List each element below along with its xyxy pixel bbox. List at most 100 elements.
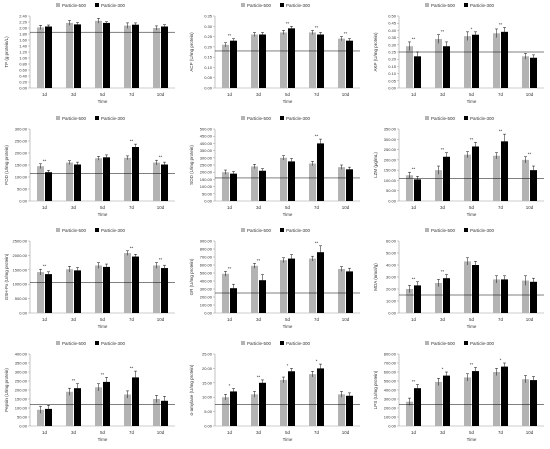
- legend-swatch-particle-500: [425, 228, 429, 232]
- bar-particle-500: [66, 162, 73, 201]
- x-axis-label: Time: [467, 324, 477, 329]
- chart-panel: Particle-500 Particle-300 0.00 100.00 200.00…: [189, 228, 360, 329]
- legend-label-particle-500: Particle-500: [431, 3, 456, 8]
- x-tick-label: 5d: [469, 430, 475, 435]
- x-tick-label: 10d: [342, 92, 350, 97]
- chart-panel: Particle-500 Particle-300 0.00 50.00 100.00 1…: [189, 116, 360, 217]
- y-tick-label: 0.60: [19, 68, 28, 73]
- legend: Particle-500 Particle-300: [241, 3, 311, 8]
- significance-mark: **: [470, 362, 474, 367]
- y-axis-label: SOD (U/mg protein): [189, 145, 194, 185]
- bar-particle-500: [95, 265, 102, 313]
- bar-particle-500: [222, 273, 229, 313]
- y-tick-label: 400.00: [15, 352, 28, 357]
- legend-label-particle-300: Particle-300: [470, 341, 495, 346]
- significance-mark: **: [441, 29, 445, 34]
- x-axis-label: Time: [283, 99, 293, 104]
- bar-particle-500: [66, 269, 73, 313]
- significance-mark: **: [441, 269, 445, 274]
- bar-particle-300: [443, 375, 450, 426]
- significance-mark: **: [528, 151, 532, 156]
- bar-particle-500: [280, 260, 287, 313]
- bar-particle-500: [37, 27, 44, 88]
- x-tick-label: 7d: [129, 205, 135, 210]
- bar-particle-500: [280, 379, 287, 426]
- bar-particle-300: [259, 34, 266, 88]
- x-tick-label: 10d: [157, 430, 165, 435]
- x-tick-label: 3d: [71, 317, 77, 322]
- y-tick-label: 60.00: [386, 239, 397, 244]
- bar-particle-300: [472, 146, 479, 201]
- legend-label-particle-500: Particle-500: [247, 3, 272, 8]
- legend-swatch-particle-300: [464, 228, 468, 232]
- bar-particle-300: [103, 157, 110, 201]
- significance-mark: **: [130, 139, 134, 144]
- y-tick-label: 800.00: [384, 352, 397, 357]
- y-tick-label: 250.00: [15, 139, 28, 144]
- legend-swatch-particle-500: [241, 3, 245, 7]
- x-tick-label: 7d: [314, 430, 320, 435]
- bar-particle-500: [338, 38, 345, 88]
- y-axis-label: GSH-Px (U/mg protein): [4, 253, 9, 300]
- bar-particle-300: [501, 31, 508, 88]
- x-tick-label: 10d: [526, 92, 534, 97]
- legend-label-particle-300: Particle-300: [101, 116, 126, 121]
- bar-particle-500: [338, 269, 345, 313]
- bar-particle-500: [95, 387, 102, 426]
- x-tick-label: 1d: [227, 92, 233, 97]
- y-tick-label: 0.00: [19, 86, 28, 91]
- bar-particle-300: [414, 285, 421, 313]
- y-axis-label: LZM (μg/mL): [373, 152, 378, 178]
- legend-label-particle-500: Particle-500: [247, 341, 272, 346]
- bar-particle-500: [435, 170, 442, 201]
- x-axis-label: Time: [283, 212, 293, 217]
- legend-swatch-particle-500: [56, 3, 60, 7]
- significance-mark: **: [470, 137, 474, 142]
- x-tick-label: 10d: [526, 205, 534, 210]
- x-tick-label: 7d: [129, 430, 135, 435]
- bar-particle-300: [346, 395, 353, 426]
- x-tick-label: 1d: [411, 317, 417, 322]
- significance-mark: **: [130, 245, 134, 250]
- significance-mark: *: [442, 367, 444, 372]
- x-tick-label: 3d: [71, 92, 77, 97]
- y-tick-label: 150.00: [200, 177, 213, 182]
- y-axis-label: ACP (U/mg protein): [189, 32, 194, 72]
- chart-panel: Particle-500 Particle-300 0.00 50.00 100.00 1…: [4, 341, 175, 442]
- significance-mark: **: [412, 36, 416, 41]
- bar-particle-300: [317, 34, 324, 88]
- legend: Particle-500 Particle-300: [56, 341, 126, 346]
- bar-particle-300: [443, 156, 450, 201]
- bar-particle-300: [230, 391, 237, 426]
- bar-particle-500: [309, 163, 316, 201]
- y-tick-label: 25.00: [202, 352, 213, 357]
- y-tick-label: 300.00: [384, 397, 397, 402]
- bar-particle-500: [309, 374, 316, 426]
- y-tick-label: 0.20: [204, 44, 213, 49]
- bar-particle-500: [406, 289, 413, 313]
- bar-particle-300: [132, 256, 139, 313]
- bar-particle-300: [414, 179, 421, 201]
- bar-particle-300: [103, 266, 110, 313]
- legend-label-particle-300: Particle-300: [286, 116, 311, 121]
- legend-swatch-particle-500: [241, 341, 245, 345]
- legend: Particle-500 Particle-300: [425, 228, 495, 233]
- y-tick-label: 2.40: [19, 14, 28, 19]
- y-tick-label: 350.00: [384, 127, 397, 132]
- bar-particle-300: [346, 271, 353, 313]
- chart-panel: Particle-500 Particle-300 0.00 100.00 200.00…: [373, 341, 544, 442]
- x-tick-label: 5d: [469, 205, 475, 210]
- bar-particle-300: [443, 46, 450, 88]
- bar-particle-300: [501, 279, 508, 313]
- significance-mark: **: [412, 379, 416, 384]
- x-tick-label: 3d: [256, 205, 262, 210]
- significance-mark: **: [499, 22, 503, 27]
- x-tick-label: 3d: [71, 205, 77, 210]
- y-tick-label: 50.00: [17, 187, 28, 192]
- significance-mark: **: [286, 21, 290, 26]
- y-tick-label: 40.00: [386, 263, 397, 268]
- bar-particle-300: [530, 170, 537, 201]
- y-tick-label: 300.00: [200, 287, 213, 292]
- x-axis-label: Time: [283, 324, 293, 329]
- y-tick-label: 200.00: [200, 295, 213, 300]
